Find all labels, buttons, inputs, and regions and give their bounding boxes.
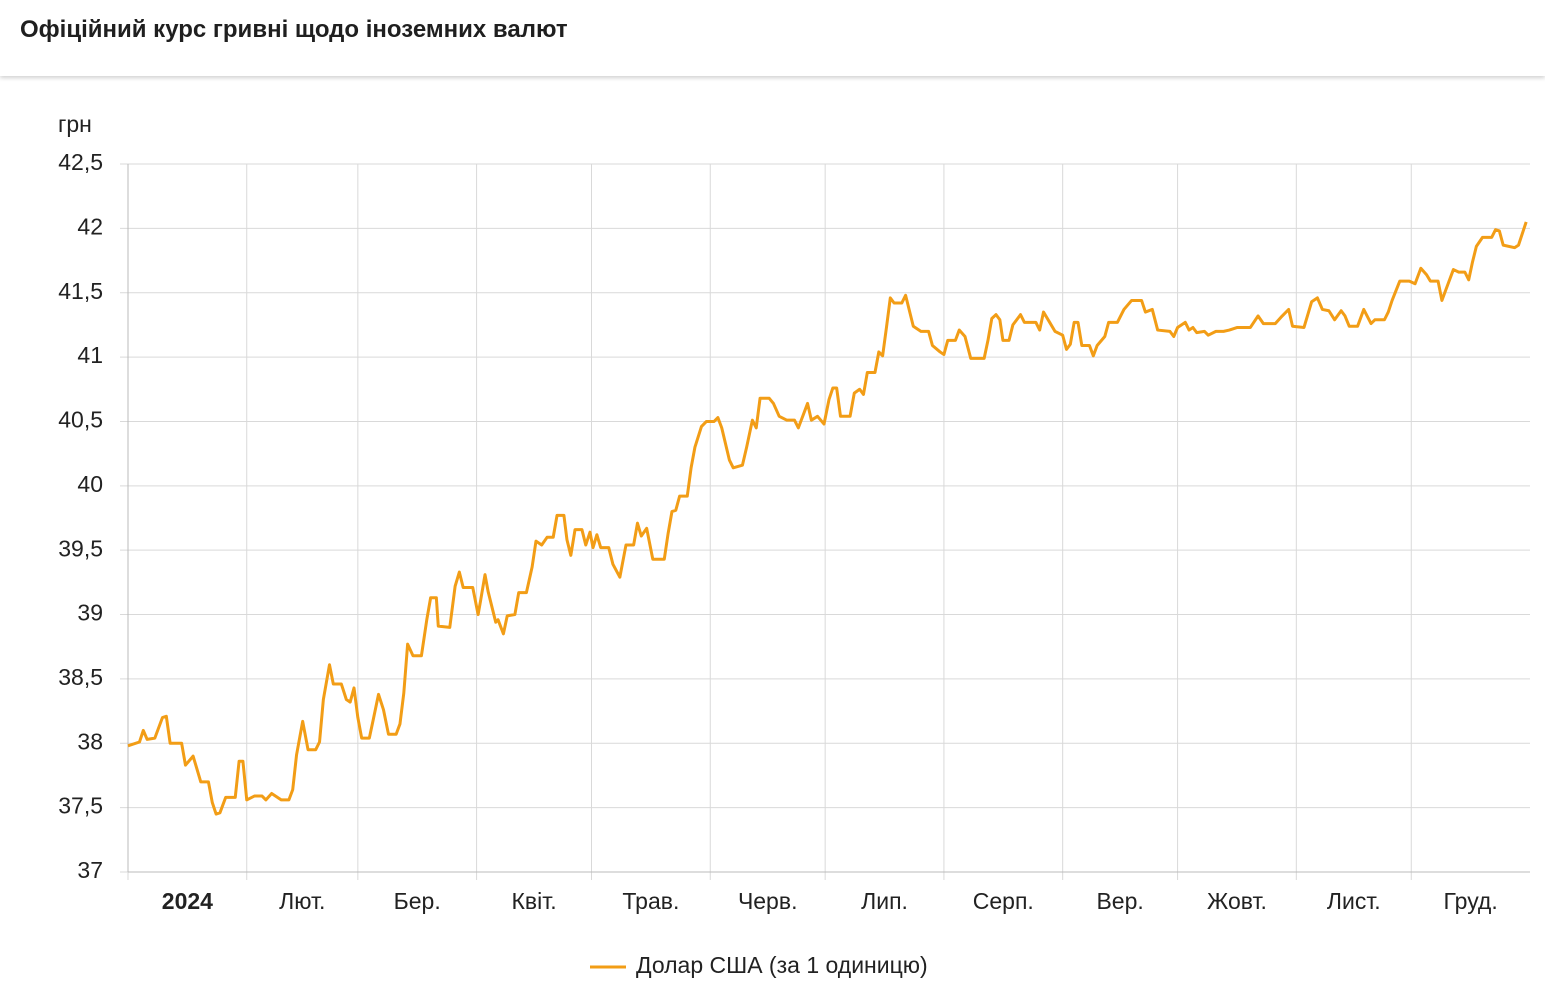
header: Офіційний курс гривні щодо іноземних вал…	[0, 0, 1545, 76]
x-tick-label: Лип.	[861, 888, 908, 914]
y-tick-label: 37	[77, 857, 103, 883]
y-tick-label: 40	[77, 471, 103, 497]
x-tick-label: Лист.	[1327, 888, 1381, 914]
y-tick-label: 41,5	[58, 278, 103, 304]
y-axis-label: грн	[58, 111, 92, 137]
y-tick-label: 42,5	[58, 149, 103, 175]
x-tick-label: Жовт.	[1207, 888, 1267, 914]
y-tick-label: 41	[77, 342, 103, 368]
x-tick-label: Бер.	[394, 888, 441, 914]
x-tick-label: 2024	[162, 888, 213, 914]
x-tick-label: Черв.	[738, 888, 798, 914]
x-tick-label: Вер.	[1096, 888, 1143, 914]
line	[127, 221, 1528, 816]
y-tick-label: 38,5	[58, 664, 103, 690]
y-tick-label: 42	[77, 213, 103, 239]
x-tick-label: Серп.	[973, 888, 1034, 914]
x-tick-label: Лют.	[279, 888, 325, 914]
y-tick-label: 40,5	[58, 407, 103, 433]
page-title: Офіційний курс гривні щодо іноземних вал…	[20, 16, 568, 43]
y-tick-label: 38	[77, 728, 103, 754]
y-tick-label: 39	[77, 600, 103, 626]
legend-label: Долар США (за 1 одиницю)	[636, 952, 928, 978]
y-tick-label: 39,5	[58, 535, 103, 561]
x-tick-label: Квіт.	[511, 888, 556, 914]
x-tick-label: Трав.	[622, 888, 679, 914]
x-tick-label: Груд.	[1444, 888, 1498, 914]
y-tick-label: 37,5	[58, 793, 103, 819]
